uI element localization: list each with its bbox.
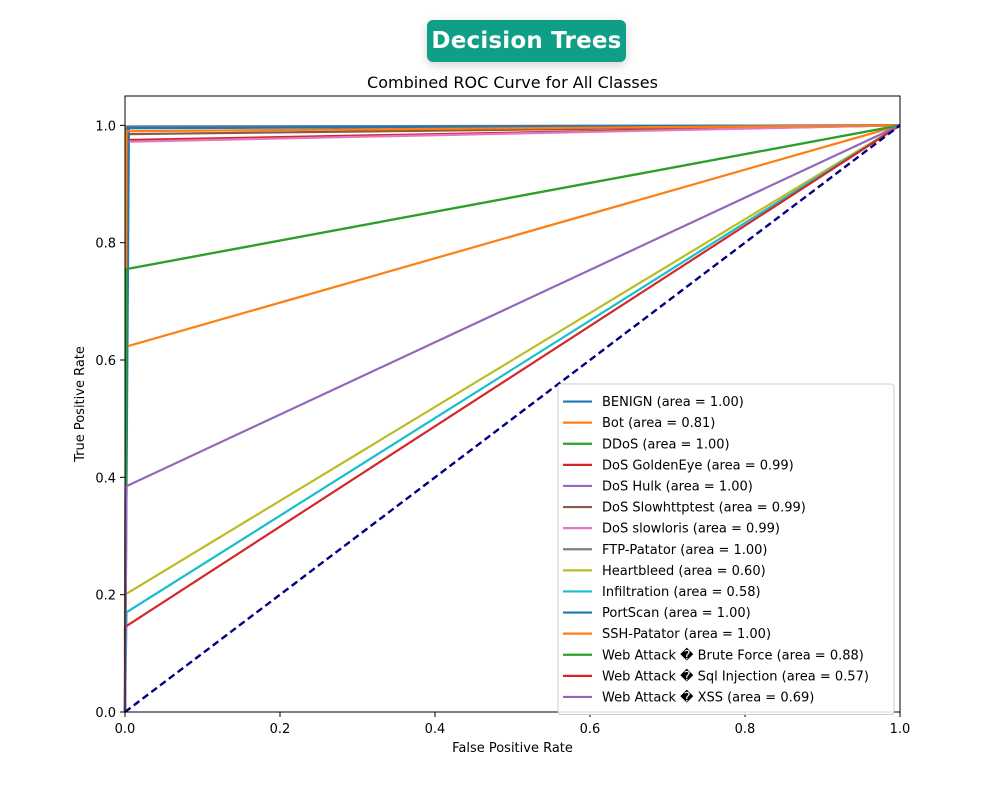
legend-entry-label: Web Attack � Sql Injection (area = 0.57) — [602, 667, 869, 684]
y-tick-label: 0.4 — [95, 471, 116, 486]
legend-entry-label: DoS slowloris (area = 0.99) — [602, 522, 780, 537]
legend-entry-label: DoS Hulk (area = 1.00) — [602, 479, 753, 494]
legend-entry-label: PortScan (area = 1.00) — [602, 606, 751, 621]
y-axis-label: True Positive Rate — [73, 346, 88, 463]
x-tick-label: 0.6 — [580, 722, 601, 737]
legend-entry-label: SSH-Patator (area = 1.00) — [602, 627, 771, 642]
x-tick-label: 0.4 — [425, 722, 446, 737]
legend-entry-label: Web Attack � XSS (area = 0.69) — [602, 688, 814, 705]
plot-area — [123, 124, 901, 713]
legend-entry-label: DoS Slowhttptest (area = 0.99) — [602, 501, 806, 516]
roc-series-line — [123, 124, 901, 713]
chart-title: Combined ROC Curve for All Classes — [367, 73, 658, 92]
y-tick-label: 0.2 — [95, 589, 116, 604]
legend: BENIGN (area = 1.00) Bot (area = 0.81) DDo… — [557, 383, 895, 715]
legend-entry-label: Bot (area = 0.81) — [602, 416, 715, 431]
legend-entry-label: FTP-Patator (area = 1.00) — [602, 543, 767, 558]
axes-frame — [124, 95, 901, 713]
chance-line — [124, 124, 901, 713]
x-tick-label: 0.0 — [115, 722, 136, 737]
legend-entry-label: Infiltration (area = 0.58) — [602, 585, 761, 600]
x-tick-label: 0.2 — [270, 722, 291, 737]
chart-title-badge: Decision Trees — [427, 20, 626, 62]
x-tick-label: 0.8 — [735, 722, 756, 737]
y-tick-label: 1.0 — [95, 119, 116, 134]
x-axis-label: False Positive Rate — [452, 741, 573, 756]
legend-entry-label: DDoS (area = 1.00) — [602, 437, 730, 452]
legend-entry-label: Web Attack � Brute Force (area = 0.88) — [602, 646, 864, 663]
legend-entry-label: DoS GoldenEye (area = 0.99) — [602, 458, 794, 473]
legend-entry-label: BENIGN (area = 1.00) — [602, 395, 744, 410]
y-tick-label: 0.6 — [95, 354, 116, 369]
legend-box — [557, 383, 895, 715]
y-tick-label: 0.0 — [95, 706, 116, 721]
y-tick-label: 0.8 — [95, 237, 116, 252]
legend-entry-label: Heartbleed (area = 0.60) — [602, 564, 766, 579]
x-tick-label: 1.0 — [890, 722, 911, 737]
y-axis-ticks: 0.0 0.2 0.4 0.6 0.8 1.0 — [95, 119, 125, 721]
x-axis-ticks: 0.0 0.2 0.4 0.6 0.8 1.0 — [115, 712, 911, 737]
